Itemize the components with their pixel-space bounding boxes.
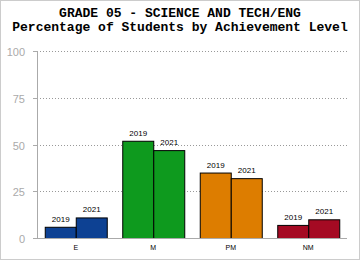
bar [123,141,154,238]
x-tick-label: E [73,244,78,251]
y-tick-label: 75 [13,93,25,105]
bar [76,218,107,238]
bar-series-label: 2021 [315,207,333,216]
y-tick [33,51,37,52]
chart: GRADE 05 - SCIENCE AND TECH/ENGPercentag… [0,0,360,260]
bar [45,227,76,238]
bar-series-label: 2019 [284,213,302,222]
title: GRADE 05 - SCIENCE AND TECH/ENG [59,6,301,21]
bar [278,225,309,238]
bar [200,173,231,238]
grid-line [37,51,347,52]
y-tick-label: 0 [19,233,25,245]
y-tick [33,98,37,99]
x-axis [37,238,347,239]
y-tick-label: 100 [7,46,25,58]
y-tick [33,145,37,146]
bar-series-label: 2021 [83,205,101,214]
x-tick-label: M [150,244,156,251]
bars [45,141,340,238]
bar-series-label: 2019 [129,129,147,138]
chart-border [1,1,360,260]
x-tick-label: NM [303,244,314,251]
y-axis [37,51,38,238]
y-tick-label: 25 [13,186,25,198]
subtitle: Percentage of Students by Achievement Le… [12,20,348,35]
x-tick-label: PM [226,244,237,251]
grid-line [37,98,347,99]
bar-series-label: 2021 [160,138,178,147]
labels: 2019 2021 E 2019 2021 M 2019 2021 PM 2019 2021 NM [52,129,334,251]
bar [309,220,340,238]
y-tick [33,191,37,192]
y-tick-label: 50 [13,140,25,152]
bar [154,151,185,238]
grid-line [37,191,347,192]
bar-series-label: 2019 [207,161,225,170]
bar-series-label: 2019 [52,215,70,224]
grid-line [37,145,347,146]
bar [231,179,262,238]
bar-series-label: 2021 [238,166,256,175]
y-tick [33,238,37,239]
